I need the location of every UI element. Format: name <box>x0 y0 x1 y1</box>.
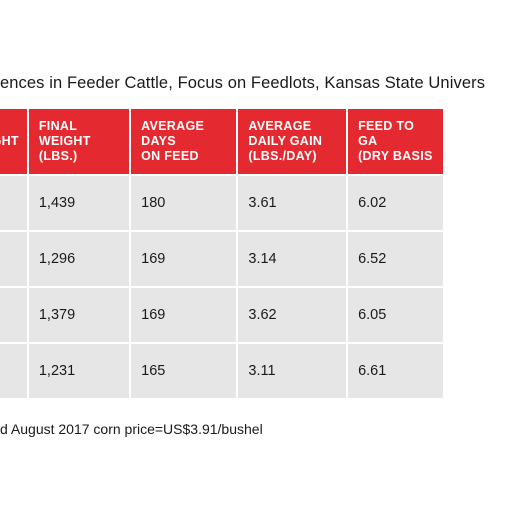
cell-days-on-feed: 165 <box>129 344 237 400</box>
cell-initial-weight <box>0 344 27 400</box>
cell-daily-gain: 3.14 <box>236 232 347 288</box>
cell-final-weight: 1,231 <box>26 344 130 400</box>
cell-initial-weight <box>0 288 27 344</box>
table-row: 1,296 169 3.14 6.52 <box>0 232 443 288</box>
header-feed-to-gain: FEED TO GA (DRY BASIS <box>346 109 443 176</box>
cell-daily-gain: 3.61 <box>236 176 347 232</box>
header-average-daily-gain: AVERAGE DAILY GAIN (LBS./DAY) <box>236 109 347 176</box>
header-final-weight: FINAL WEIGHT (LBS.) <box>26 109 130 176</box>
cell-days-on-feed: 169 <box>129 288 237 344</box>
cell-feed-to-gain: 6.61 <box>346 344 443 400</box>
cell-feed-to-gain: 6.52 <box>346 232 443 288</box>
cell-daily-gain: 3.11 <box>236 344 347 400</box>
cell-final-weight: 1,296 <box>26 232 130 288</box>
cell-final-weight: 1,439 <box>26 176 130 232</box>
cell-daily-gain: 3.62 <box>236 288 347 344</box>
cell-days-on-feed: 180 <box>129 176 237 232</box>
footnote: d August 2017 corn price=US$3.91/bushel <box>0 421 263 437</box>
header-row: GHT FINAL WEIGHT (LBS.) AVERAGE DAYS ON … <box>0 109 443 176</box>
cell-final-weight: 1,379 <box>26 288 130 344</box>
table-row: 1,379 169 3.62 6.05 <box>0 288 443 344</box>
table-caption: ences in Feeder Cattle, Focus on Feedlot… <box>0 74 486 92</box>
data-table: GHT FINAL WEIGHT (LBS.) AVERAGE DAYS ON … <box>0 109 443 400</box>
cell-initial-weight <box>0 176 27 232</box>
cell-days-on-feed: 169 <box>129 232 237 288</box>
table-row: 1,231 165 3.11 6.61 <box>0 344 443 400</box>
table-row: 1,439 180 3.61 6.02 <box>0 176 443 232</box>
cell-feed-to-gain: 6.05 <box>346 288 443 344</box>
header-average-days-on-feed: AVERAGE DAYS ON FEED <box>129 109 237 176</box>
cell-feed-to-gain: 6.02 <box>346 176 443 232</box>
header-initial-weight: GHT <box>0 109 27 176</box>
cell-initial-weight <box>0 232 27 288</box>
